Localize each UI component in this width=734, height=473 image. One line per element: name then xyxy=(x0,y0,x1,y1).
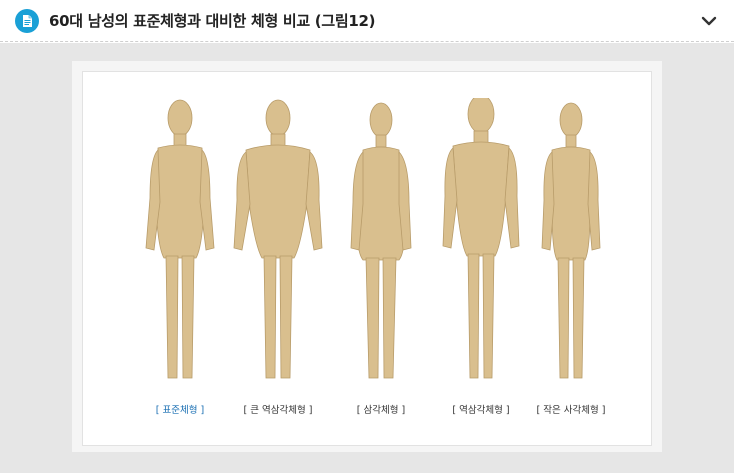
label-large-inverted-triangle: [ 큰 역삼각체형 ] xyxy=(243,405,313,416)
label-inverted-triangle: [ 역삼각체형 ] xyxy=(452,405,510,416)
image-card: [ 표준체형 ] [ 큰 역삼각체형 ] [ 삼각체형 ] [ 역삼각체형 ] … xyxy=(72,61,662,452)
label-small-rectangle: [ 작은 사각체형 ] xyxy=(536,405,606,416)
label-triangle: [ 삼각체형 ] xyxy=(356,405,406,416)
label-standard-body: [ 표준체형 ] xyxy=(155,405,205,416)
mannequin-small-rectangle xyxy=(541,102,601,379)
document-icon xyxy=(15,9,39,33)
mannequin-large-inverted-triangle xyxy=(233,99,323,379)
chevron-down-icon[interactable] xyxy=(698,10,720,32)
body-type-figure: [ 표준체형 ] [ 큰 역삼각체형 ] [ 삼각체형 ] [ 역삼각체형 ] … xyxy=(82,71,652,446)
mannequin-triangle xyxy=(350,102,412,379)
content-area: [ 표준체형 ] [ 큰 역삼각체형 ] [ 삼각체형 ] [ 역삼각체형 ] … xyxy=(0,43,734,473)
section-header[interactable]: 60대 남성의 표준체형과 대비한 체형 비교 (그림12) xyxy=(0,0,734,42)
mannequin-inverted-triangle xyxy=(442,98,520,379)
mannequin-standard xyxy=(145,99,215,379)
section-title: 60대 남성의 표준체형과 대비한 체형 비교 (그림12) xyxy=(49,12,376,30)
